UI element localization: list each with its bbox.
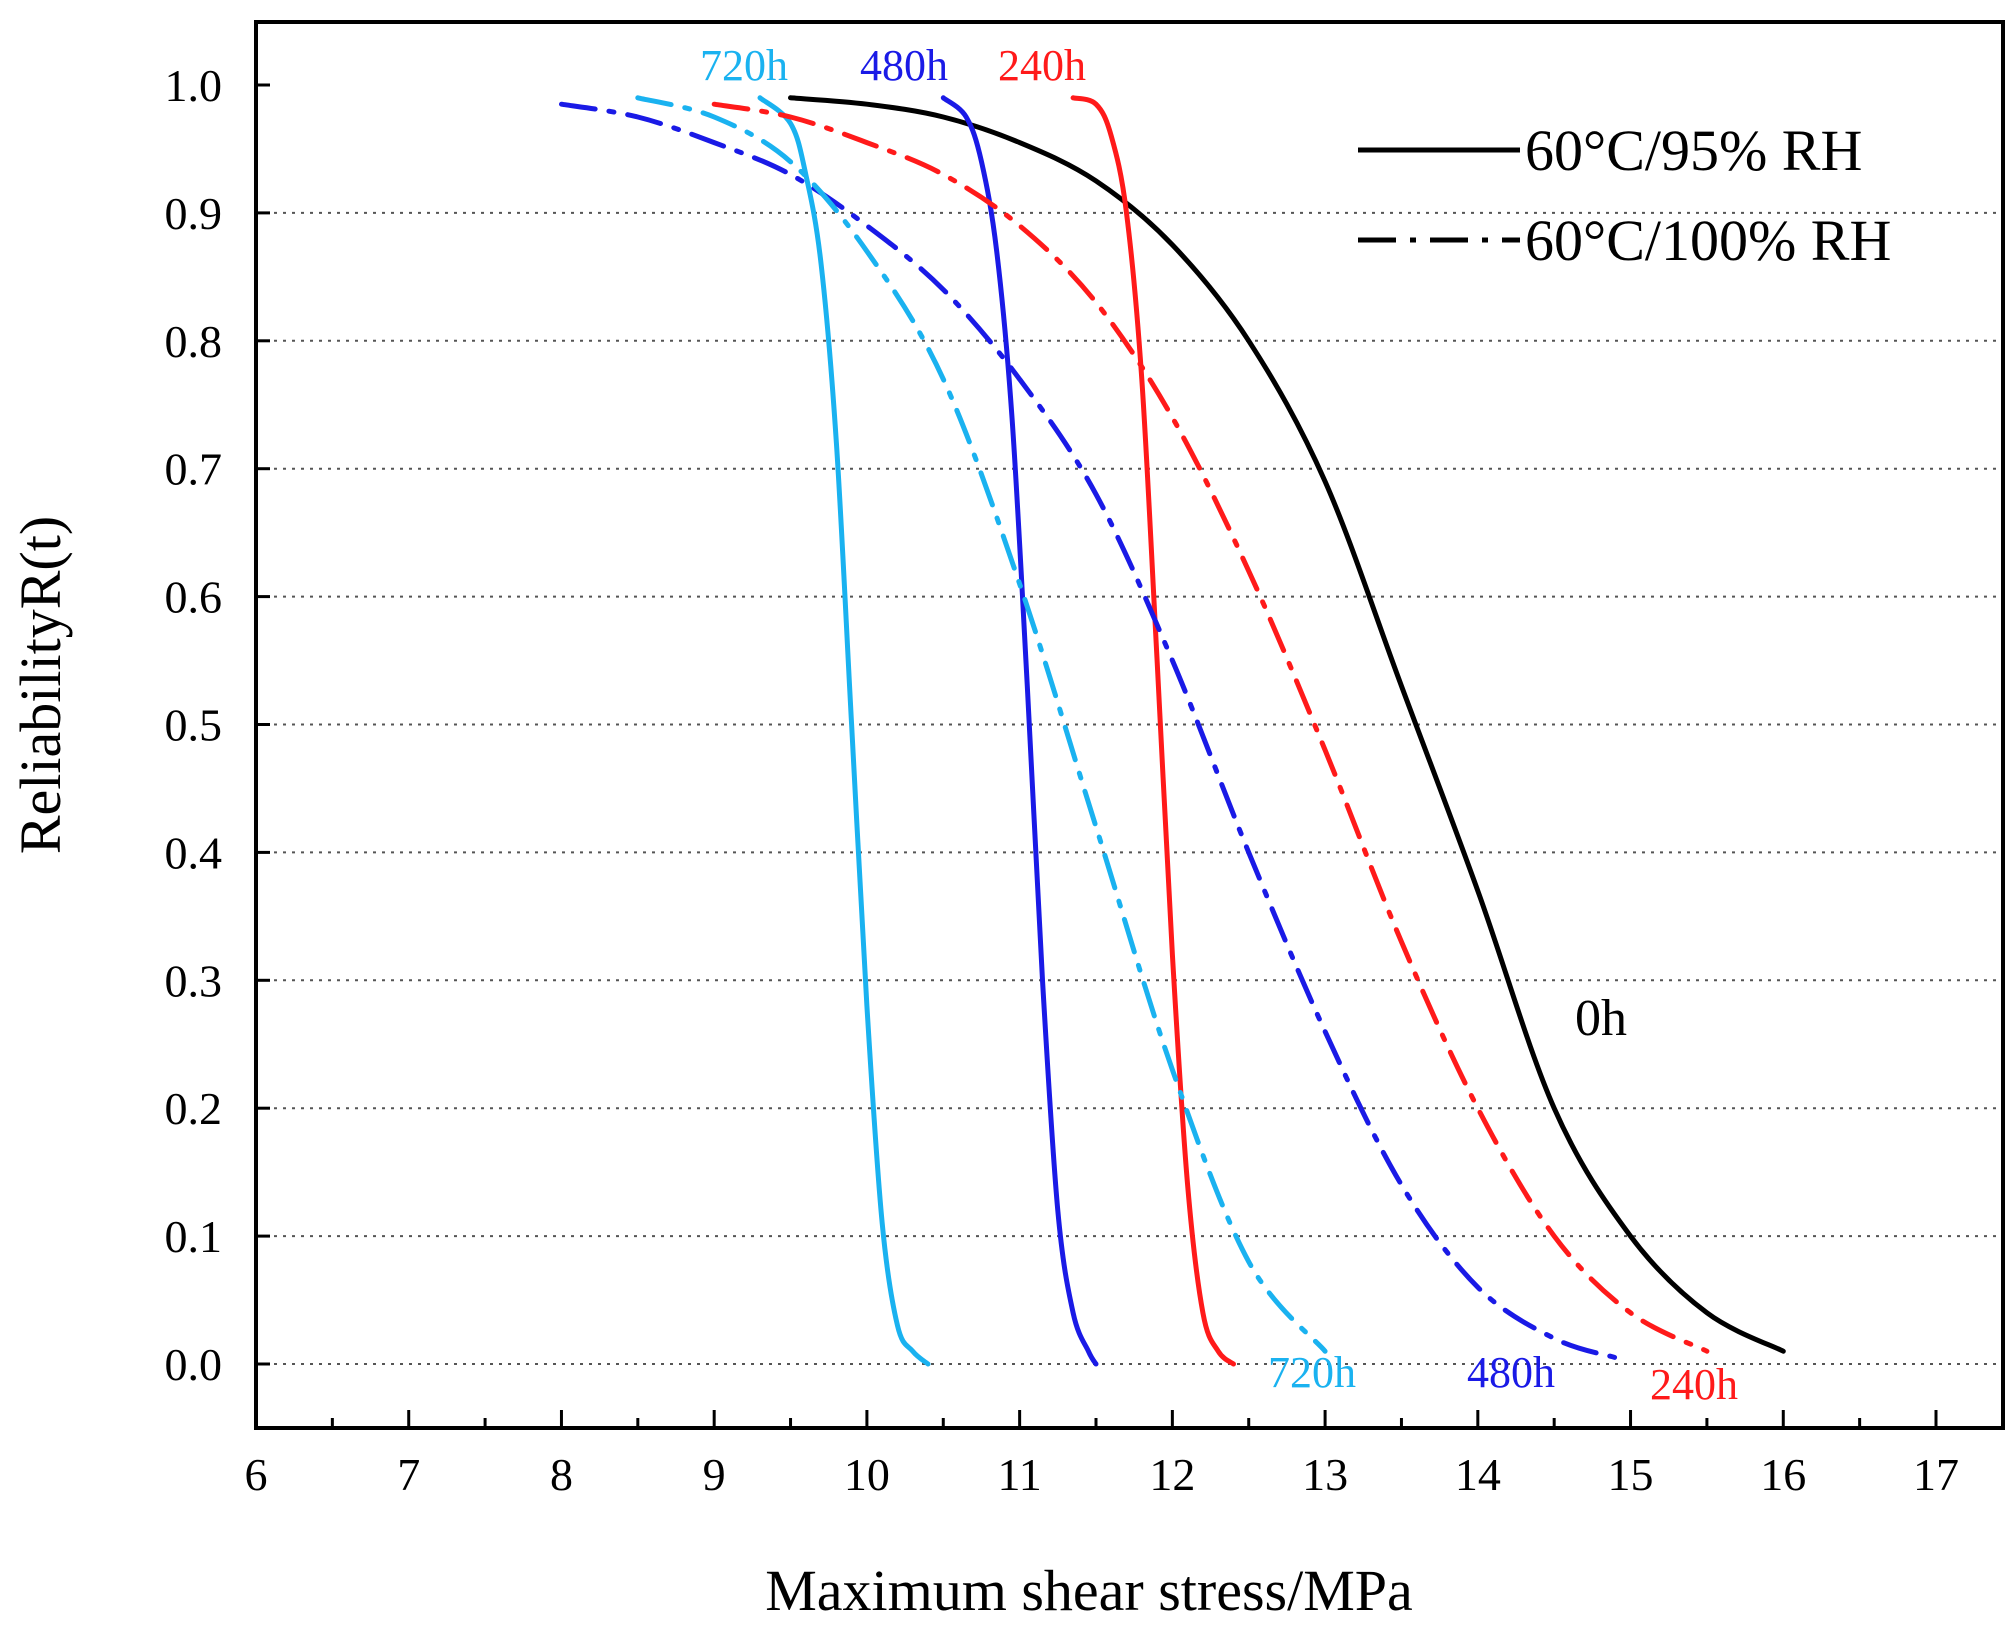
y-tick-label-0.2: 0.2 xyxy=(165,1083,223,1134)
bottom-label-720h: 720h xyxy=(1268,1348,1356,1397)
y-tick-label-0.1: 0.1 xyxy=(165,1211,223,1262)
x-axis-title: Maximum shear stress/MPa xyxy=(765,1558,1413,1623)
label-0h: 0h xyxy=(1575,990,1627,1047)
y-tick-label-0.4: 0.4 xyxy=(165,827,223,878)
y-tick-label-0.5: 0.5 xyxy=(165,700,223,751)
series-line-720h-100rh xyxy=(635,95,1328,1354)
x-tick-label-7: 7 xyxy=(397,1449,420,1500)
series-line-240h-100rh xyxy=(711,101,1710,1354)
series-line-480h-95rh xyxy=(940,95,1099,1367)
x-tick-label-14: 14 xyxy=(1455,1449,1501,1500)
y-axis-title: ReliabilityR(t) xyxy=(8,516,73,854)
x-tick-label-16: 16 xyxy=(1760,1449,1806,1500)
series-line-240h-95rh xyxy=(1070,95,1236,1367)
legend-label-100rh: 60°C/100% RH xyxy=(1525,208,1891,273)
y-tick-label-0.3: 0.3 xyxy=(165,955,223,1006)
x-tick-label-13: 13 xyxy=(1302,1449,1348,1500)
y-tick-label-0.0: 0.0 xyxy=(165,1339,223,1390)
legend-label-95rh: 60°C/95% RH xyxy=(1525,118,1862,183)
bottom-label-480h: 480h xyxy=(1467,1348,1555,1397)
x-tick-label-6: 6 xyxy=(245,1449,268,1500)
y-tick-label-0.6: 0.6 xyxy=(165,572,223,623)
bottom-label-240h: 240h xyxy=(1650,1360,1738,1409)
x-tick-label-15: 15 xyxy=(1608,1449,1654,1500)
axis-ticks xyxy=(254,83,1938,1428)
x-tick-label-9: 9 xyxy=(703,1449,726,1500)
y-tick-labels: 0.0 0.1 0.2 0.3 0.4 0.5 0.6 0.7 0.8 0.9 1.0 xyxy=(165,60,223,1390)
x-tick-label-12: 12 xyxy=(1149,1449,1195,1500)
y-tick-label-1.0: 1.0 xyxy=(165,60,223,111)
legend: 60°C/95% RH 60°C/100% RH xyxy=(1358,118,1891,273)
x-tick-label-8: 8 xyxy=(550,1449,573,1500)
series-line-0h-95rh xyxy=(788,95,1786,1354)
series-layer xyxy=(559,95,1786,1367)
top-label-480h: 480h xyxy=(860,41,948,90)
y-tick-label-0.8: 0.8 xyxy=(165,316,223,367)
gridlines xyxy=(256,211,2003,1365)
series-line-480h-100rh xyxy=(559,101,1618,1361)
x-tick-labels: 6 7 8 9 10 11 12 13 14 15 16 17 xyxy=(245,1449,1960,1500)
top-label-240h: 240h xyxy=(998,41,1086,90)
x-tick-label-11: 11 xyxy=(997,1449,1041,1500)
y-tick-label-0.7: 0.7 xyxy=(165,444,223,495)
x-tick-label-10: 10 xyxy=(844,1449,890,1500)
x-tick-label-17: 17 xyxy=(1913,1449,1959,1500)
series-line-720h-95rh xyxy=(757,95,931,1367)
top-label-720h: 720h xyxy=(700,41,788,90)
y-tick-label-0.9: 0.9 xyxy=(165,188,223,239)
